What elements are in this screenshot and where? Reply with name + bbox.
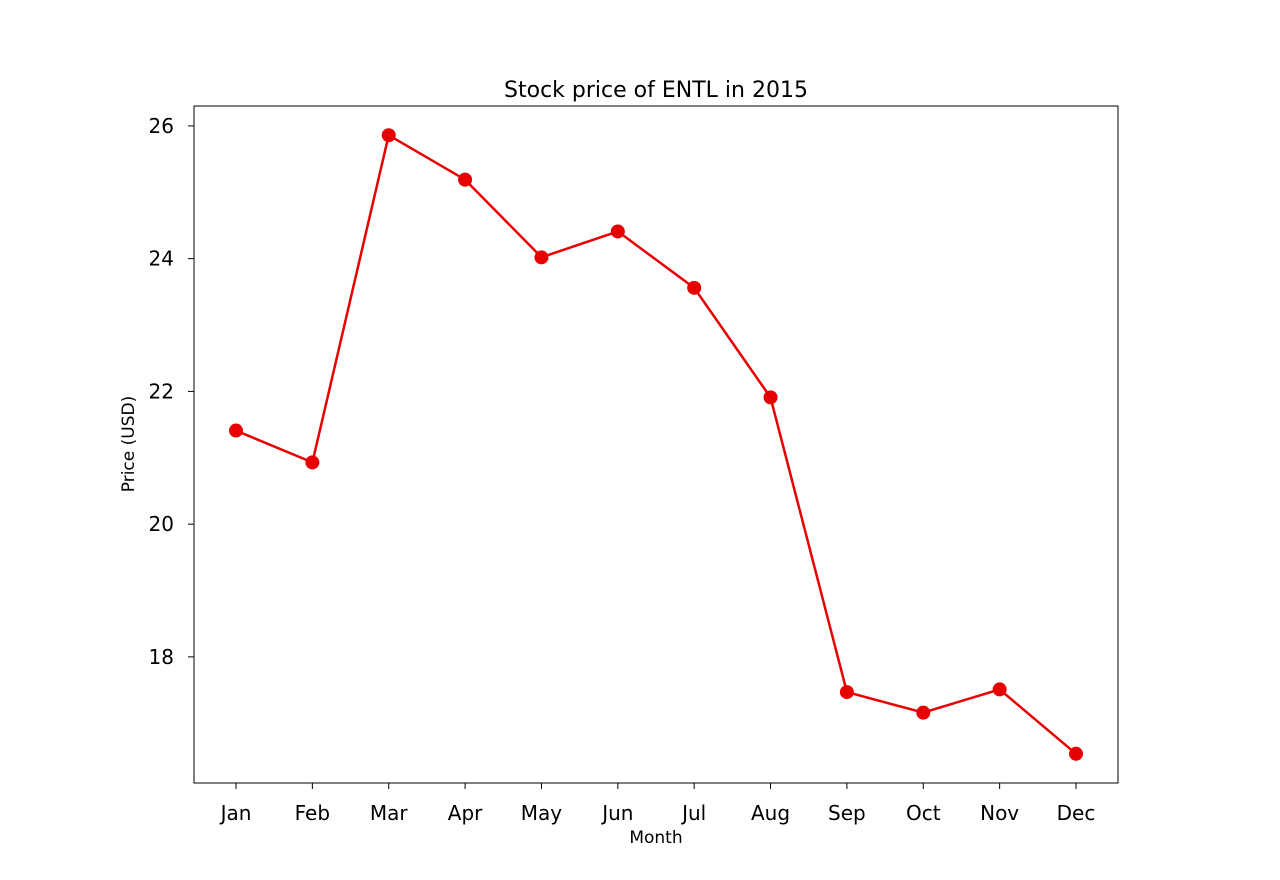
y-tick-label: 26 bbox=[149, 114, 174, 138]
y-tick-label: 18 bbox=[149, 645, 174, 669]
y-tick-label: 20 bbox=[149, 512, 174, 536]
y-tick-label: 24 bbox=[149, 247, 174, 271]
data-point-jun bbox=[610, 224, 625, 239]
x-tick-label: Mar bbox=[370, 801, 409, 825]
chart-title: Stock price of ENTL in 2015 bbox=[504, 78, 808, 103]
y-axis-title: Price (USD) bbox=[119, 396, 139, 492]
data-point-jan bbox=[229, 423, 243, 438]
x-tick-label: Jul bbox=[680, 801, 706, 825]
series-layer bbox=[229, 128, 1083, 761]
x-axis-title: Month bbox=[629, 828, 682, 848]
data-point-aug bbox=[763, 390, 778, 405]
data-point-sep bbox=[839, 685, 854, 700]
x-tick-label: Nov bbox=[980, 801, 1019, 825]
x-tick-label: Oct bbox=[906, 801, 941, 825]
x-tick-label: Aug bbox=[751, 801, 790, 825]
data-point-oct bbox=[916, 705, 931, 720]
x-tick-label: Dec bbox=[1057, 801, 1096, 825]
x-tick-label: Jan bbox=[219, 801, 252, 825]
x-tick-label: Apr bbox=[448, 801, 483, 825]
x-tick-label: Sep bbox=[828, 801, 866, 825]
data-point-dec bbox=[1069, 746, 1083, 761]
y-tick-label: 22 bbox=[149, 379, 174, 403]
plot-area-frame bbox=[193, 105, 1119, 784]
series-line bbox=[235, 133, 1077, 755]
data-point-apr bbox=[458, 172, 473, 187]
data-point-jul bbox=[687, 280, 702, 295]
x-tick-label: Feb bbox=[295, 801, 330, 825]
x-tick-label: May bbox=[521, 801, 563, 825]
data-point-may bbox=[534, 250, 549, 265]
data-point-nov bbox=[992, 682, 1007, 697]
data-point-feb bbox=[305, 455, 320, 470]
axis-ticks: Jan Feb Mar Apr May Jun Jul Aug Sep Oct Nov Dec 18 20… bbox=[149, 114, 1096, 825]
data-point-mar bbox=[381, 128, 396, 143]
x-tick-label: Jun bbox=[600, 801, 633, 825]
